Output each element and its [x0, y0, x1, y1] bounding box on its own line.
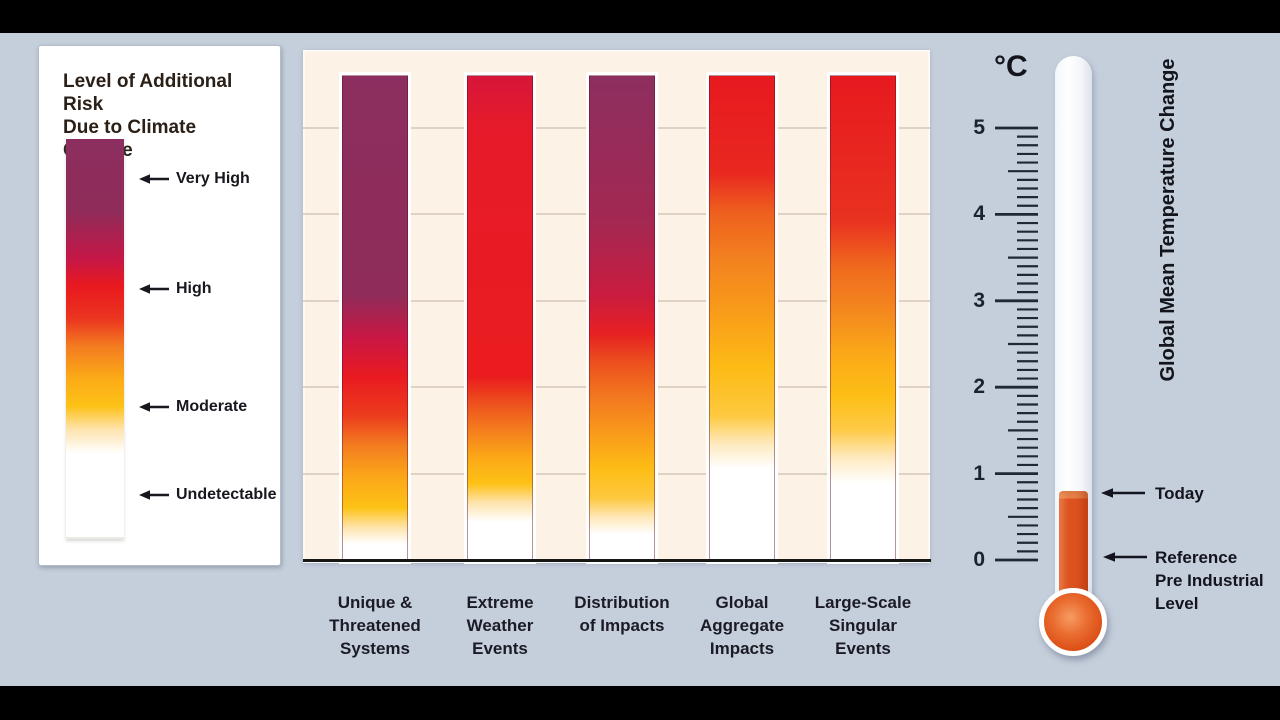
category-label-line: Aggregate [699, 616, 785, 635]
thermometer-ruler-ticks [995, 126, 1038, 562]
legend-title-line1: Level of Additional Risk [63, 71, 233, 115]
legend-item-label: Moderate [176, 398, 248, 415]
chart-baseline-axis [303, 559, 931, 562]
legend-item-label: High [176, 280, 212, 297]
category-label-3: Distribution of Impacts [554, 591, 690, 637]
legend-item-label: Very High [176, 170, 250, 187]
left-arrow-icon [139, 284, 169, 294]
category-label-line: Large-Scale [814, 593, 912, 612]
left-arrow-icon [139, 402, 169, 412]
category-label-2: Extreme Weather Events [432, 591, 568, 660]
category-label-line: Distribution [574, 593, 670, 612]
tick-number-0: 0 [973, 548, 985, 571]
left-arrow-icon [139, 490, 169, 500]
left-arrow-icon [139, 174, 169, 184]
celsius-unit-label: °C [994, 50, 1028, 83]
reference-label-line1: Reference [1155, 548, 1238, 567]
legend-item-high: High [139, 278, 212, 300]
temperature-axis-title: Global Mean Temperature Change [1157, 58, 1179, 382]
reference-label: Reference Pre Industrial Level [1155, 546, 1264, 615]
risk-gradient-scale [66, 139, 124, 539]
tick-number-3: 3 [973, 288, 985, 312]
category-label-line: Threatened [329, 616, 421, 635]
risk-bar-3 [589, 75, 655, 561]
today-arrow-icon [1101, 488, 1145, 498]
legend-item-label: Undetectable [176, 486, 277, 503]
tick-number-4: 4 [973, 202, 985, 226]
category-label-5: Large-Scale Singular Events [795, 591, 931, 660]
letterbox-top [0, 0, 1280, 33]
category-label-line: Singular [828, 616, 897, 635]
tick-number-2: 2 [973, 375, 985, 399]
reference-label-line3: Level [1155, 594, 1199, 613]
legend-item-undetectable: Undetectable [139, 484, 276, 506]
risk-bar-2 [467, 75, 533, 561]
risk-bar-1 [342, 75, 408, 561]
category-label-line: Extreme [466, 593, 534, 612]
risk-bar-4 [709, 75, 775, 561]
legend-item-moderate: Moderate [139, 396, 247, 418]
thermometer-bulb [1039, 588, 1107, 656]
risk-legend-panel: Level of Additional Risk Due to Climate … [38, 45, 281, 566]
category-label-1: Unique & Threatened Systems [307, 591, 443, 660]
category-label-line: Events [835, 639, 891, 658]
category-label-line: Unique & [337, 593, 413, 612]
letterbox-bottom [0, 686, 1280, 720]
reference-label-line2: Pre Industrial [1155, 571, 1264, 590]
tick-number-5: 5 [973, 116, 985, 139]
tick-number-1: 1 [973, 461, 985, 485]
risk-bar-5 [830, 75, 896, 561]
category-label-4: Global Aggregate Impacts [674, 591, 810, 660]
thermometer-mercury [1059, 490, 1088, 602]
category-label-line: Impacts [709, 639, 775, 658]
category-label-line: of Impacts [579, 616, 665, 635]
category-label-line: Weather [466, 616, 534, 635]
category-label-line: Systems [340, 639, 410, 658]
reference-arrow-icon [1103, 552, 1147, 562]
category-label-line: Events [472, 639, 528, 658]
today-label: Today [1155, 484, 1204, 503]
category-label-line: Global [715, 593, 769, 612]
legend-item-very-high: Very High [139, 168, 250, 190]
